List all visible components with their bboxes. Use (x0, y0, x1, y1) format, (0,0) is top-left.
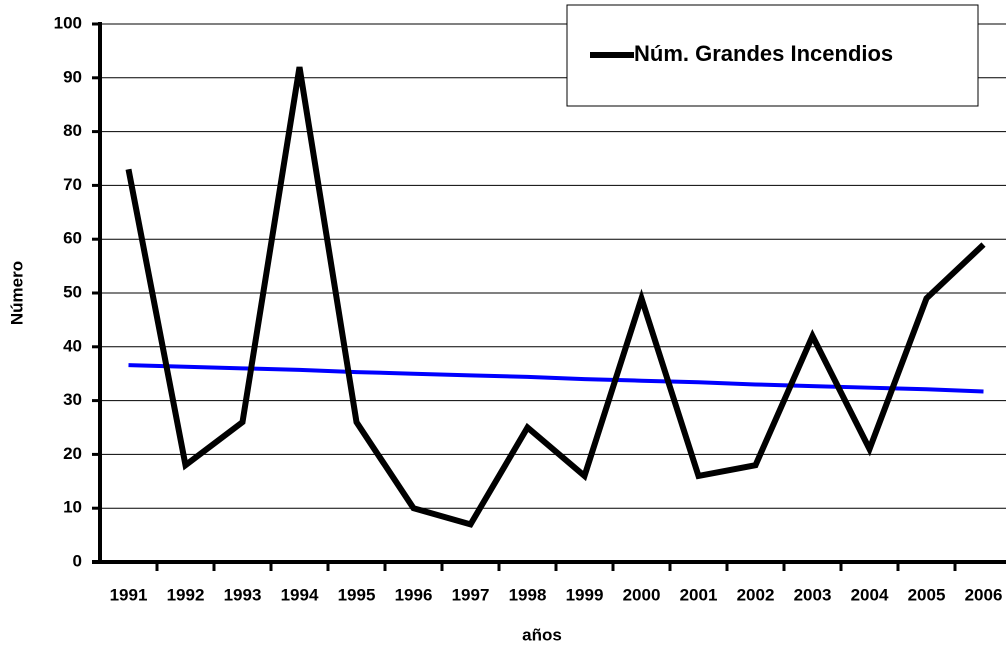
y-tick-label: 40 (63, 336, 82, 355)
y-tick-label: 80 (63, 121, 82, 140)
y-tick-label: 70 (63, 175, 82, 194)
x-tick-label: 1995 (338, 585, 376, 604)
x-axis-label: años (522, 625, 562, 644)
y-tick-label: 10 (63, 498, 82, 517)
y-tick-label: 50 (63, 282, 82, 301)
y-axis-label: Número (7, 261, 26, 325)
x-tick-label: 2000 (623, 585, 661, 604)
trend-line (128, 363, 984, 394)
y-tick-label: 100 (54, 13, 82, 32)
x-tick-label: 2005 (908, 585, 946, 604)
x-tick-label: 2004 (851, 585, 889, 604)
legend-label: Núm. Grandes Incendios (634, 41, 893, 66)
y-tick-label: 90 (63, 67, 82, 86)
y-tick-label: 20 (63, 444, 82, 463)
data-line (125, 66, 986, 528)
x-tick-label: 2003 (794, 585, 832, 604)
x-tick-label: 1998 (509, 585, 547, 604)
x-tick-label: 1993 (224, 585, 262, 604)
x-tick-label: 2006 (965, 585, 1003, 604)
x-tick-label: 1999 (566, 585, 604, 604)
x-tick-label: 2002 (737, 585, 775, 604)
x-tick-label: 1996 (395, 585, 433, 604)
x-tick-label: 2001 (680, 585, 718, 604)
x-tick-label: 1997 (452, 585, 490, 604)
x-tick-label: 1992 (167, 585, 205, 604)
x-tick-label: 1991 (110, 585, 148, 604)
y-tick-label: 60 (63, 229, 82, 248)
y-tick-label: 0 (73, 551, 82, 570)
x-tick-label: 1994 (281, 585, 319, 604)
y-tick-label: 30 (63, 390, 82, 409)
legend-box (566, 4, 979, 107)
